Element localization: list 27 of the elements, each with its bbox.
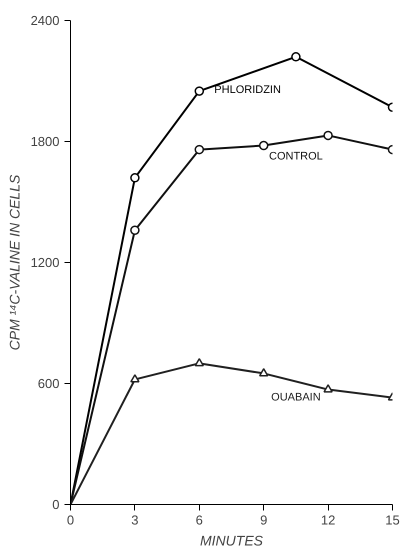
y-tick-label: 1200 xyxy=(30,255,60,270)
series-label: OUABAIN xyxy=(271,391,321,404)
point xyxy=(323,384,333,393)
x-tick-label: 6 xyxy=(196,512,203,528)
y-tick-label: 0 xyxy=(52,497,60,512)
series-label: CONTROL xyxy=(269,150,323,162)
x-tick-label: 9 xyxy=(260,512,268,528)
point xyxy=(291,52,301,62)
y-tick-label: 2400 xyxy=(30,13,60,28)
series-label: PHLORIDZIN xyxy=(214,84,281,96)
point xyxy=(130,225,140,235)
x-tick-label: 15 xyxy=(385,512,400,528)
point xyxy=(194,144,204,154)
y-tick-label: 1800 xyxy=(30,134,60,149)
y-tick-label: 600 xyxy=(38,376,60,391)
point xyxy=(323,130,333,140)
x-axis-title: MINUTES xyxy=(200,532,264,548)
y-axis-title: CPM ¹⁴C-VALINE IN CELLS xyxy=(6,174,23,350)
point xyxy=(194,86,204,96)
point xyxy=(258,368,268,376)
point xyxy=(130,374,140,383)
x-tick-label: 0 xyxy=(66,512,74,528)
x-tick-label: 12 xyxy=(320,512,336,528)
point xyxy=(194,358,204,366)
x-tick-label: 3 xyxy=(131,512,139,528)
point xyxy=(130,173,140,183)
point xyxy=(258,140,268,150)
